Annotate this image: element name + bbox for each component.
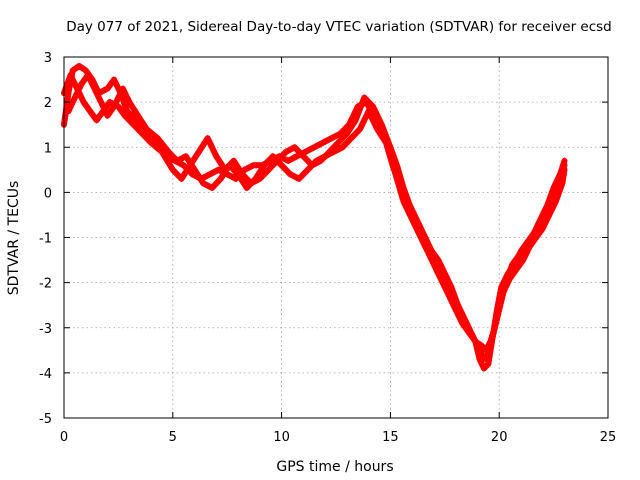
- data-point: [561, 162, 568, 169]
- data-point: [386, 151, 393, 157]
- x-tick-label: 20: [491, 430, 508, 445]
- y-tick-label: 3: [44, 51, 52, 66]
- y-tick-label: 2: [44, 96, 52, 111]
- data-point: [116, 93, 122, 100]
- data-point: [387, 153, 394, 160]
- data-point: [483, 356, 490, 363]
- y-tick-label: -1: [39, 232, 52, 247]
- x-tick-label: 15: [382, 430, 399, 445]
- data-point: [500, 288, 507, 295]
- data-point: [485, 348, 492, 355]
- data-point: [497, 299, 503, 306]
- data-series: [61, 63, 568, 354]
- data-point: [484, 353, 490, 360]
- y-tick-label: -2: [39, 277, 52, 292]
- data-point: [383, 139, 389, 146]
- x-tick-label: 5: [169, 430, 177, 445]
- y-tick-label: 1: [44, 141, 52, 156]
- series-markers: [61, 63, 568, 372]
- data-point: [388, 159, 395, 166]
- data-point: [385, 148, 392, 155]
- data-point: [383, 142, 390, 149]
- x-axis-label: GPS time / hours: [276, 459, 393, 475]
- data-point: [497, 296, 504, 303]
- x-tick-label: 25: [600, 430, 617, 445]
- data-point: [499, 290, 506, 297]
- y-tick-label: -4: [39, 367, 52, 382]
- axis-ticks: 0 5 10 15 20 25 -5 -4 -3 -2 -1 0 1 2 3: [39, 51, 616, 445]
- data-point: [501, 285, 508, 292]
- grid: [64, 57, 608, 418]
- data-point: [501, 282, 508, 289]
- data-point: [496, 302, 503, 309]
- data-series: [65, 72, 568, 363]
- y-tick-label: 0: [44, 186, 52, 201]
- data-point: [486, 345, 493, 352]
- x-tick-label: 10: [273, 430, 290, 445]
- y-tick-label: -5: [39, 412, 52, 427]
- series-line: [61, 63, 568, 354]
- series-line: [65, 72, 568, 363]
- data-point: [498, 293, 505, 300]
- data-point: [366, 110, 373, 117]
- data-point: [387, 156, 394, 163]
- y-tick-label: -3: [39, 322, 52, 337]
- y-axis-label: SDTVAR / TECUs: [6, 181, 22, 296]
- chart-title: Day 077 of 2021, Sidereal Day-to-day VTE…: [66, 19, 612, 35]
- data-point: [384, 145, 391, 152]
- x-tick-label: 0: [60, 430, 68, 445]
- data-point: [484, 350, 491, 357]
- data-point: [371, 106, 378, 113]
- data-point: [64, 79, 71, 86]
